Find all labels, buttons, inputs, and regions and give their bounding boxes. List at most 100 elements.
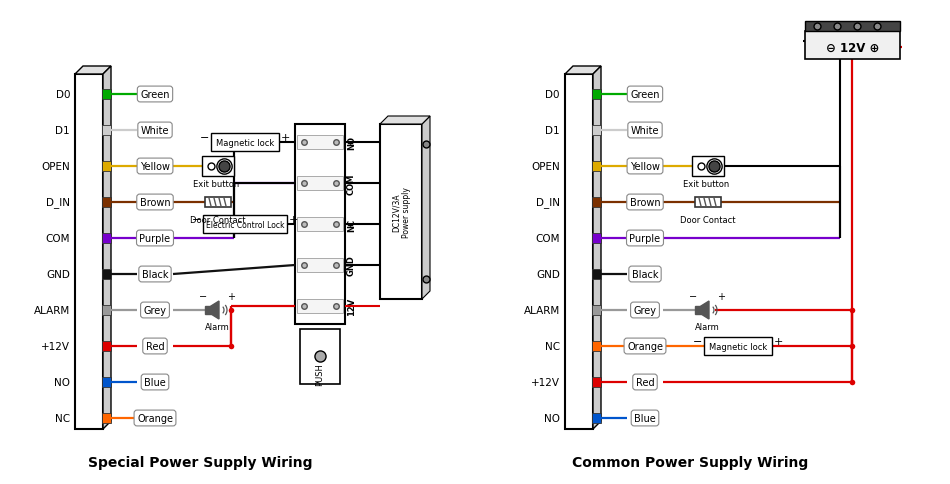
- Text: NC: NC: [347, 218, 356, 231]
- Bar: [295, 125, 345, 324]
- Text: Electric Control Lock: Electric Control Lock: [206, 220, 284, 229]
- Bar: [565, 75, 593, 429]
- Bar: [297, 136, 343, 150]
- Text: +: +: [774, 336, 784, 346]
- Text: −: −: [689, 291, 697, 302]
- Bar: [203, 215, 287, 233]
- Polygon shape: [380, 117, 430, 125]
- Bar: [380, 125, 422, 300]
- Text: Orange: Orange: [627, 341, 663, 351]
- Bar: [102, 233, 111, 243]
- Text: Door Contact: Door Contact: [680, 215, 735, 225]
- Text: Red: Red: [145, 341, 164, 351]
- Bar: [102, 162, 111, 172]
- Text: Exit button: Exit button: [193, 180, 239, 189]
- Text: Green: Green: [630, 90, 659, 100]
- Text: COM: COM: [46, 233, 70, 243]
- Text: Blue: Blue: [144, 377, 166, 387]
- Bar: [102, 126, 111, 136]
- Text: +12V: +12V: [531, 377, 560, 387]
- Text: Black: Black: [142, 270, 168, 279]
- Bar: [695, 197, 721, 208]
- Text: D_IN: D_IN: [536, 197, 560, 208]
- Bar: [692, 157, 724, 177]
- Text: Orange: Orange: [137, 413, 173, 423]
- Text: Magnetic lock: Magnetic lock: [216, 138, 275, 147]
- Text: DC12V/3A
Power supply: DC12V/3A Power supply: [391, 187, 410, 238]
- Text: +: +: [281, 133, 291, 143]
- Text: Red: Red: [636, 377, 655, 387]
- Bar: [102, 413, 111, 423]
- Text: Grey: Grey: [143, 305, 166, 316]
- Bar: [75, 75, 103, 429]
- Bar: [300, 329, 340, 384]
- Bar: [592, 305, 601, 316]
- Text: COM: COM: [347, 173, 356, 194]
- Bar: [592, 233, 601, 243]
- Text: Yellow: Yellow: [630, 162, 660, 172]
- Polygon shape: [205, 306, 211, 314]
- Text: OPEN: OPEN: [41, 162, 70, 172]
- Polygon shape: [695, 306, 701, 314]
- Text: NC: NC: [55, 413, 70, 423]
- Polygon shape: [565, 67, 601, 75]
- Text: Brown: Brown: [630, 197, 660, 208]
- Bar: [592, 377, 601, 387]
- Text: Alarm: Alarm: [694, 322, 719, 332]
- Bar: [211, 134, 279, 151]
- Text: −: −: [200, 133, 209, 143]
- Text: COM: COM: [536, 233, 560, 243]
- Bar: [297, 300, 343, 313]
- Polygon shape: [701, 302, 709, 319]
- Text: −: −: [199, 291, 207, 302]
- Text: PUSH: PUSH: [315, 363, 325, 386]
- Text: ALARM: ALARM: [34, 305, 70, 316]
- Text: D1: D1: [545, 126, 560, 136]
- Text: Brown: Brown: [140, 197, 170, 208]
- Bar: [102, 270, 111, 279]
- Bar: [592, 162, 601, 172]
- Text: Black: Black: [632, 270, 658, 279]
- Bar: [805, 22, 900, 32]
- Polygon shape: [593, 67, 601, 429]
- Text: White: White: [141, 126, 169, 136]
- Text: Green: Green: [141, 90, 170, 100]
- Bar: [297, 258, 343, 272]
- Bar: [592, 341, 601, 351]
- Text: NO: NO: [544, 413, 560, 423]
- Polygon shape: [211, 302, 219, 319]
- Bar: [704, 337, 772, 355]
- Bar: [592, 126, 601, 136]
- Text: NC: NC: [545, 341, 560, 351]
- Bar: [592, 197, 601, 208]
- Polygon shape: [422, 117, 430, 300]
- Text: Magnetic lock: Magnetic lock: [709, 342, 768, 351]
- Text: NO: NO: [347, 136, 356, 150]
- Polygon shape: [75, 67, 111, 75]
- Text: Door Contact: Door Contact: [190, 215, 246, 225]
- Bar: [102, 305, 111, 316]
- Bar: [205, 197, 231, 208]
- Text: −: −: [693, 336, 702, 346]
- Bar: [592, 270, 601, 279]
- Text: Common Power Supply Wiring: Common Power Supply Wiring: [572, 455, 808, 469]
- Text: OPEN: OPEN: [531, 162, 560, 172]
- Bar: [592, 413, 601, 423]
- Bar: [102, 377, 111, 387]
- Text: +: +: [717, 291, 725, 302]
- Text: −: −: [192, 214, 201, 225]
- Text: NO: NO: [54, 377, 70, 387]
- Bar: [592, 90, 601, 100]
- Text: D0: D0: [55, 90, 70, 100]
- Bar: [297, 217, 343, 231]
- Bar: [202, 157, 234, 177]
- Text: Grey: Grey: [634, 305, 656, 316]
- Text: Alarm: Alarm: [204, 322, 229, 332]
- Text: GND: GND: [347, 255, 356, 276]
- Text: Special Power Supply Wiring: Special Power Supply Wiring: [87, 455, 313, 469]
- Text: Exit button: Exit button: [683, 180, 730, 189]
- Bar: [102, 197, 111, 208]
- Text: 12V: 12V: [347, 297, 356, 316]
- Text: ⊖ 12V ⊕: ⊖ 12V ⊕: [826, 42, 879, 54]
- Text: +: +: [227, 291, 235, 302]
